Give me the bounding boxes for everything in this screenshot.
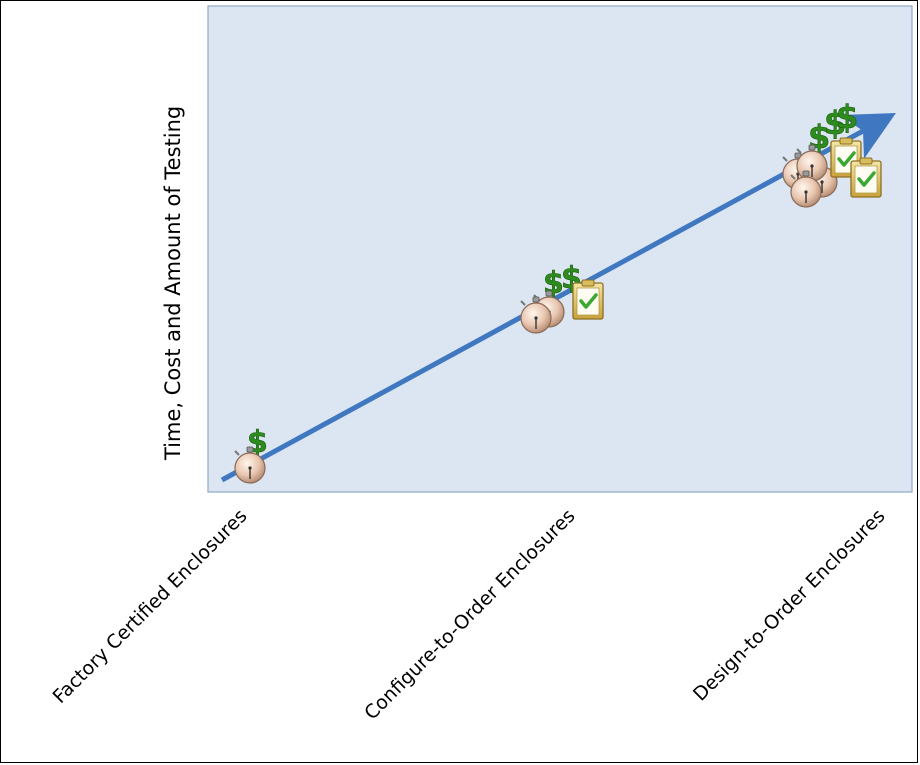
y-axis-title: Time, Cost and Amount of Testing: [161, 106, 185, 461]
category-label-design-to-order: Design-to-Order Enclosures: [689, 505, 890, 706]
level-factory-certified-icons: $: [234, 425, 268, 484]
clipboard-check-icon: [849, 156, 883, 199]
category-label-factory-certified: Factory Certified Enclosures: [49, 505, 252, 708]
level-design-to-order-icons: $ $ $: [782, 98, 883, 208]
category-label-configure-to-order: Configure-to-Order Enclosures: [360, 505, 579, 724]
dollar-icon: $: [836, 98, 858, 136]
dollar-icon: $: [824, 104, 846, 142]
clipboard-check-icon: [571, 278, 605, 321]
level-configure-to-order-icons: $ $: [520, 261, 605, 334]
plot-area: [207, 5, 913, 493]
